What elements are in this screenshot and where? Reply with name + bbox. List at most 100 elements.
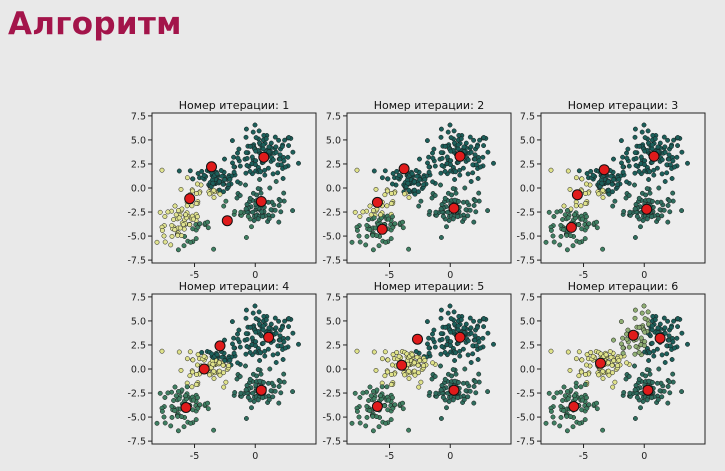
- data-point: [231, 335, 237, 341]
- data-point: [476, 158, 482, 164]
- data-point: [588, 349, 594, 355]
- data-point: [261, 313, 267, 319]
- data-point: [266, 149, 272, 155]
- data-point: [438, 331, 444, 337]
- data-point: [371, 168, 377, 174]
- data-point: [440, 213, 446, 219]
- data-point: [257, 358, 263, 363]
- data-point: [169, 414, 175, 420]
- data-point: [262, 172, 268, 178]
- data-point: [481, 143, 487, 149]
- data-point: [349, 420, 355, 426]
- data-point: [439, 163, 445, 168]
- data-point: [385, 188, 390, 194]
- subplot-title: Номер итерации: 2: [374, 99, 485, 112]
- data-point: [253, 329, 259, 335]
- data-point: [665, 384, 671, 389]
- data-point: [236, 327, 242, 333]
- data-point: [560, 217, 566, 222]
- data-point: [449, 373, 455, 379]
- data-point: [445, 310, 451, 316]
- data-point: [650, 379, 655, 385]
- data-point: [414, 173, 420, 179]
- data-point: [422, 357, 428, 363]
- data-point: [662, 144, 668, 150]
- y-tick-label: -5.0: [127, 413, 146, 424]
- data-point: [417, 177, 423, 182]
- data-point: [606, 191, 612, 197]
- data-point: [481, 324, 487, 330]
- data-point: [197, 402, 203, 408]
- subplot-title: Номер итерации: 5: [374, 280, 485, 293]
- data-point: [632, 315, 638, 321]
- y-tick-label: 5.0: [326, 316, 341, 327]
- data-point: [258, 371, 264, 377]
- data-point: [201, 353, 207, 359]
- y-tick-label: 7.5: [131, 111, 146, 122]
- data-point: [643, 192, 649, 198]
- data-point: [430, 336, 436, 342]
- data-point: [411, 360, 417, 366]
- data-point: [485, 330, 491, 336]
- data-point: [229, 138, 235, 144]
- data-point: [672, 164, 677, 170]
- data-point: [272, 207, 278, 213]
- data-point: [457, 353, 463, 359]
- data-point: [231, 169, 237, 175]
- data-point: [205, 406, 211, 412]
- data-point: [193, 382, 199, 387]
- data-point: [286, 324, 292, 330]
- data-point: [281, 371, 287, 377]
- data-point: [278, 390, 284, 396]
- data-point: [456, 198, 461, 204]
- data-point: [573, 356, 579, 362]
- data-point: [465, 394, 471, 400]
- data-point: [178, 186, 184, 192]
- data-point: [646, 358, 652, 363]
- data-point: [671, 137, 677, 143]
- data-point: [273, 149, 279, 155]
- data-point: [193, 417, 199, 423]
- data-point: [165, 390, 171, 396]
- data-point: [230, 160, 235, 166]
- data-point: [165, 209, 171, 215]
- data-point: [402, 191, 408, 197]
- data-point: [413, 168, 419, 173]
- data-point: [389, 372, 394, 377]
- data-point: [572, 212, 578, 218]
- data-point: [455, 214, 461, 220]
- data-point: [546, 209, 552, 215]
- data-point: [455, 142, 461, 148]
- data-point: [296, 341, 301, 347]
- data-point: [251, 399, 257, 404]
- data-point: [184, 175, 190, 181]
- data-point: [382, 168, 388, 174]
- data-point: [640, 399, 646, 404]
- centroid-marker: [654, 332, 666, 344]
- data-point: [573, 175, 579, 181]
- data-point: [600, 187, 606, 193]
- data-point: [168, 242, 174, 248]
- data-point: [278, 162, 284, 168]
- data-point: [243, 331, 249, 337]
- subplot-title: Номер итерации: 4: [179, 280, 290, 293]
- data-point: [190, 226, 196, 232]
- data-point: [612, 198, 618, 204]
- data-point: [462, 366, 468, 372]
- data-point: [590, 172, 596, 178]
- data-point: [184, 356, 190, 362]
- data-point: [583, 191, 588, 196]
- data-point: [472, 333, 478, 339]
- data-point: [667, 343, 673, 349]
- data-point: [260, 214, 266, 220]
- data-point: [280, 357, 286, 362]
- data-point: [199, 349, 205, 355]
- data-point: [453, 190, 459, 196]
- data-point: [633, 201, 639, 207]
- y-tick-label: 0.0: [326, 365, 341, 376]
- y-tick-label: 7.5: [326, 292, 341, 303]
- data-point: [679, 330, 685, 336]
- data-point: [474, 325, 480, 331]
- centroid-marker: [571, 189, 583, 201]
- data-point: [281, 190, 287, 196]
